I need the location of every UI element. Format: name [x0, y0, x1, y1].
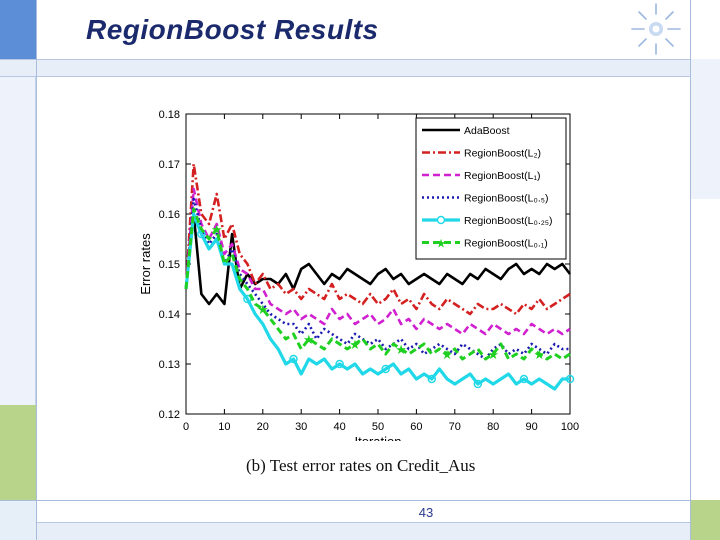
left-color-block-blue: [0, 0, 36, 59]
x-tick-label: 50: [372, 421, 384, 433]
legend-marker: ★: [436, 237, 447, 251]
y-tick-label: 0.13: [159, 359, 180, 371]
x-tick-label: 0: [183, 421, 189, 433]
chart: 0.12 0.13 0.14 0.15 0.16 0.17 0.18 0 10 20 30 40 50 6…: [138, 109, 579, 441]
right-bottom-block: [691, 500, 720, 540]
bottom-rule: [0, 500, 720, 501]
x-tick-label: 70: [449, 421, 461, 433]
series-line-3: [184, 197, 570, 361]
series-line-0: [184, 212, 572, 306]
series-point-5: ★: [533, 348, 545, 363]
x-axis-label: Iteration: [355, 434, 402, 441]
x-tick-label: 90: [525, 421, 537, 433]
right-stripe: [691, 59, 720, 199]
series-point-4: [473, 379, 483, 389]
series-point-5: ★: [211, 223, 223, 238]
series-point-5: ★: [441, 348, 453, 363]
bottom-band: [37, 522, 690, 540]
series-line-1: [184, 162, 571, 316]
x-tick-label: 60: [410, 421, 422, 433]
y-axis-label: Error rates: [138, 233, 153, 295]
x-tick-label: 100: [561, 421, 579, 433]
y-tick-label: 0.16: [159, 209, 180, 221]
x-tick-label: 30: [295, 421, 307, 433]
series-point-5: ★: [257, 303, 269, 318]
vertical-rule-right: [690, 0, 691, 540]
y-tick-label: 0.15: [159, 259, 180, 271]
series-point-4: [519, 374, 529, 384]
y-tick-label: 0.12: [159, 409, 180, 421]
series-line-4: [184, 212, 570, 391]
legend-marker: [436, 215, 446, 225]
series-point-4: [289, 354, 298, 364]
legend-label: AdaBoost: [464, 125, 510, 137]
series-point-4: [565, 374, 575, 384]
series-point-4: [335, 359, 344, 369]
legend-label: RegionBoost(L₂): [464, 148, 541, 160]
series-line-2: [184, 187, 571, 336]
x-tick-label: 20: [257, 421, 269, 433]
legend-label: RegionBoost(L₀.₅): [464, 193, 548, 205]
series-point-5: ★: [395, 343, 407, 358]
legend-label: RegionBoost(L₀.₁): [464, 238, 548, 250]
y-tick-label: 0.17: [159, 159, 180, 171]
y-tick-label: 0.18: [159, 109, 180, 121]
series-point-5: ★: [349, 338, 361, 353]
right-color-block-blue: [691, 0, 720, 59]
series-point-4: [427, 374, 437, 384]
left-color-block-light: [0, 500, 36, 540]
page-number: 43: [418, 505, 434, 520]
y-tick-label: 0.14: [159, 309, 180, 321]
legend-label: RegionBoost(L₀.₂₅): [464, 215, 553, 227]
x-tick-label: 10: [218, 421, 230, 433]
left-stripe: [0, 77, 36, 405]
sparkle-logo-icon: [631, 3, 681, 55]
header-band-top: [0, 0, 720, 59]
slide-title: RegionBoost Results: [86, 14, 379, 45]
x-tick-label: 40: [333, 421, 345, 433]
series-line-5: [184, 207, 571, 361]
vertical-rule-left: [36, 0, 37, 540]
x-tick-label: 80: [487, 421, 499, 433]
series-point-5: ★: [303, 333, 315, 348]
series-point-4: [381, 364, 390, 374]
legend-label: RegionBoost(L₁): [464, 170, 541, 182]
header-rule: [0, 59, 720, 77]
chart-caption: (b) Test error rates on Credit_Aus: [246, 456, 476, 475]
left-color-block-green: [0, 405, 36, 500]
legend-box: [415, 117, 567, 260]
series-point-5: ★: [487, 348, 499, 363]
